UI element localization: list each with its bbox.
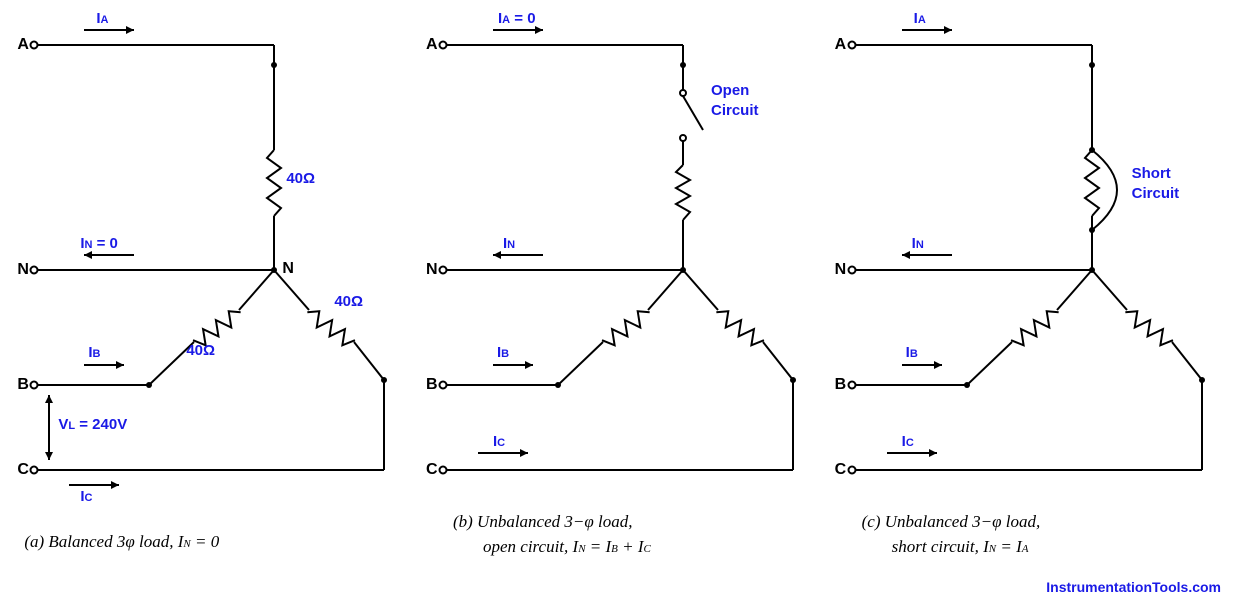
ic-label-c: IC [902,433,914,450]
term-a-label: A [17,36,29,54]
ib-label: IB [88,344,100,361]
circuit-b-svg [423,10,823,530]
neutral-n-label: N [282,260,294,278]
term-n-label: N [17,261,29,279]
ra-label: 40Ω [286,170,315,187]
term-c-label: C [17,461,29,479]
ib-label-c: IB [906,344,918,361]
circuit-a-svg [14,10,414,530]
term-a-label-c: A [835,36,847,54]
term-b-label: B [17,376,29,394]
vl-label: VL = 240V [58,416,127,433]
ib-label-b: IB [497,344,509,361]
caption-c-1: (c) Unbalanced 3−φ load, [862,512,1041,532]
ic-label-b: IC [493,433,505,450]
panel-c: A N B C IA IN IB IC Short Circuit (c) Un… [832,10,1232,570]
term-c-label-c: C [835,461,847,479]
ia-label: IA [96,10,108,27]
term-n-label-b: N [426,261,438,279]
ic-label: IC [80,488,92,505]
in-label-c: IN [912,235,924,252]
caption-b-1: (b) Unbalanced 3−φ load, [453,512,633,532]
term-n-label-c: N [835,261,847,279]
ia-label-c: IA [914,10,926,27]
term-a-label-b: A [426,36,438,54]
short-label-2: Circuit [1132,185,1180,202]
short-label-1: Short [1132,165,1171,182]
caption-a: (a) Balanced 3φ load, IN = 0 [24,532,219,552]
diagram-container: A N B C N IA IN = 0 IB IC 40Ω 40Ω 40Ω VL… [10,10,1236,600]
term-c-label-b: C [426,461,438,479]
panel-b: A N B C IA = 0 IN IB IC Open Circuit (b)… [423,10,823,570]
in-label: IN = 0 [80,235,118,252]
ia-label-b: IA = 0 [498,10,536,27]
in-label-b: IN [503,235,515,252]
term-b-label-c: B [835,376,847,394]
panel-a: A N B C N IA IN = 0 IB IC 40Ω 40Ω 40Ω VL… [14,10,414,570]
circuit-c-svg [832,10,1232,530]
caption-b-2: open circuit, IN = IB + IC [483,537,651,557]
credit-text: InstrumentationTools.com [1046,579,1221,595]
term-b-label-b: B [426,376,438,394]
open-label-1: Open [711,82,749,99]
open-label-2: Circuit [711,102,759,119]
caption-c-2: short circuit, IN = IA [892,537,1029,557]
rb-label: 40Ω [186,342,215,359]
rc-label: 40Ω [334,293,363,310]
